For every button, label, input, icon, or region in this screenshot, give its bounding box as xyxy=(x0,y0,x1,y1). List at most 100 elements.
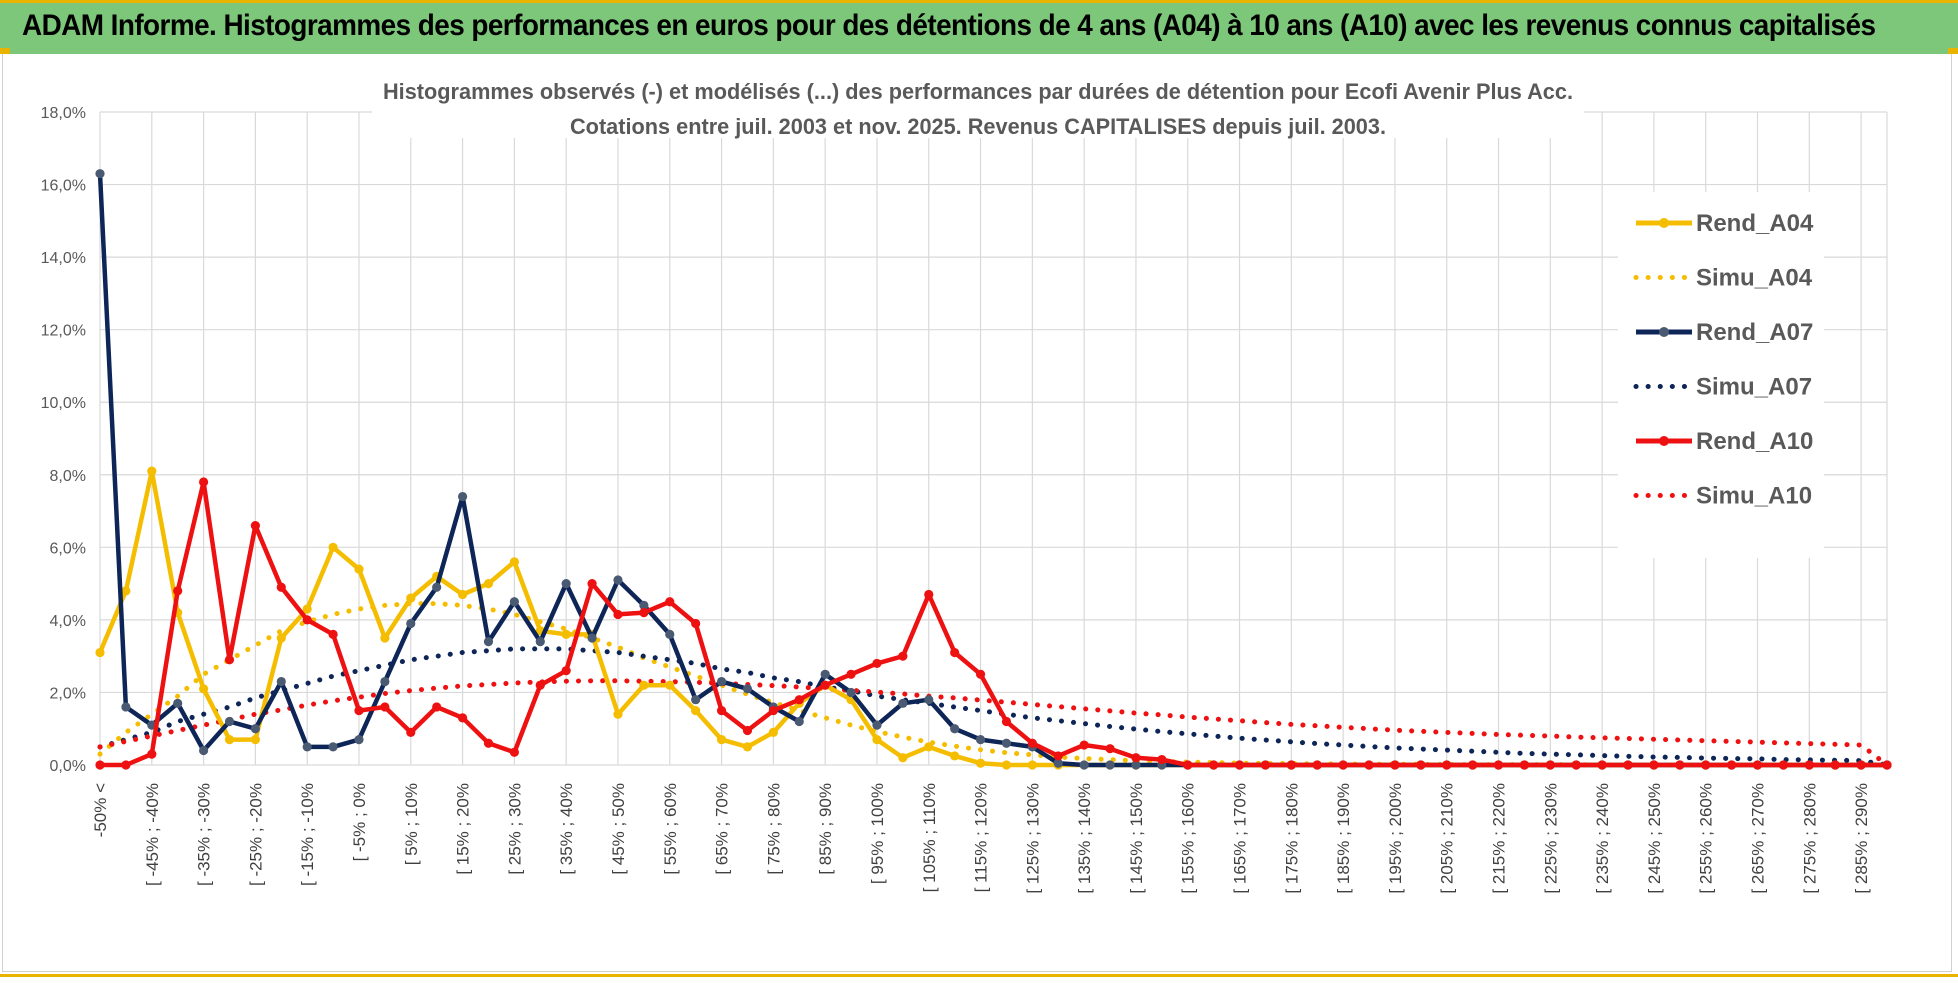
data-point-rend-a07 xyxy=(328,742,338,752)
x-tick-label: [ 85% ; 90% xyxy=(816,783,835,875)
data-point-rend-a07 xyxy=(509,597,519,607)
data-point-rend-a04 xyxy=(1001,760,1012,770)
data-point-rend-a10 xyxy=(1105,744,1115,754)
data-point-rend-a10 xyxy=(872,658,882,669)
data-point-rend-a10 xyxy=(1157,754,1167,765)
x-tick-label: [ 155% ; 160% xyxy=(1179,783,1198,894)
legend-label-simu-a10: Simu_A10 xyxy=(1696,483,1812,510)
data-point-rend-a07 xyxy=(406,618,416,629)
data-point-rend-a10 xyxy=(898,651,908,661)
data-point-rend-a07 xyxy=(354,735,364,745)
x-tick-label: [ 265% ; 270% xyxy=(1749,783,1768,894)
data-point-rend-a07 xyxy=(432,582,442,592)
data-point-rend-a04 xyxy=(950,751,960,761)
data-point-rend-a04 xyxy=(483,579,494,589)
x-tick-label: [ 65% ; 70% xyxy=(713,783,732,875)
report-banner: ADAM Informe. Histogrammes des performan… xyxy=(0,0,1958,54)
data-point-rend-a10 xyxy=(613,609,623,620)
data-point-rend-a04 xyxy=(716,735,727,745)
data-point-rend-a10 xyxy=(95,760,105,770)
data-point-rend-a10 xyxy=(1442,760,1452,770)
data-point-rend-a07 xyxy=(302,742,312,752)
data-point-rend-a10 xyxy=(1571,760,1581,770)
data-point-rend-a10 xyxy=(1390,760,1400,770)
data-point-rend-a07 xyxy=(587,633,597,643)
x-tick-label: [ 185% ; 190% xyxy=(1334,783,1353,894)
data-point-rend-a04 xyxy=(95,647,105,658)
series-line-simu-a10 xyxy=(97,678,1890,768)
legend-marker-rend-a10 xyxy=(1659,436,1669,446)
data-point-rend-a07 xyxy=(950,724,960,734)
data-point-rend-a04 xyxy=(276,633,286,643)
data-point-rend-a07 xyxy=(457,491,468,502)
data-point-rend-a10 xyxy=(1234,760,1245,770)
corner-accent-left xyxy=(0,48,10,54)
x-tick-label: [ -15% ; -10% xyxy=(298,783,317,886)
data-point-rend-a04 xyxy=(198,684,209,694)
data-point-rend-a10 xyxy=(1778,760,1789,770)
data-point-rend-a10 xyxy=(950,647,960,658)
data-point-rend-a07 xyxy=(820,669,830,679)
data-point-rend-a07 xyxy=(173,698,183,708)
series-line-simu-a04 xyxy=(97,601,1890,768)
data-point-rend-a10 xyxy=(1364,760,1374,770)
x-tick-label: [ 275% ; 280% xyxy=(1800,783,1819,894)
data-point-rend-a10 xyxy=(1260,760,1271,770)
x-tick-label: [ 25% ; 30% xyxy=(505,783,524,875)
data-point-rend-a10 xyxy=(1649,760,1659,770)
data-point-rend-a04 xyxy=(302,604,312,614)
y-tick-label: 18,0% xyxy=(41,105,86,122)
x-tick-label: [ 285% ; 290% xyxy=(1852,783,1871,894)
data-point-rend-a10 xyxy=(691,618,701,629)
data-point-rend-a04 xyxy=(613,709,623,719)
x-tick-label: [ 175% ; 180% xyxy=(1282,783,1301,894)
y-tick-label: 10,0% xyxy=(41,395,86,412)
data-point-rend-a10 xyxy=(1597,760,1607,770)
data-point-rend-a07 xyxy=(691,695,701,705)
data-point-rend-a07 xyxy=(742,684,753,694)
data-point-rend-a10 xyxy=(147,749,157,759)
x-tick-label: [ -25% ; -20% xyxy=(246,783,265,886)
x-tick-label: [ 105% ; 110% xyxy=(920,783,939,892)
x-tick-label: [ 255% ; 260% xyxy=(1697,783,1716,894)
series-line-rend-a10 xyxy=(100,479,1887,768)
data-point-rend-a04 xyxy=(509,557,519,567)
data-point-rend-a10 xyxy=(665,597,675,607)
x-tick-label: [ 225% ; 230% xyxy=(1541,783,1560,894)
data-point-rend-a10 xyxy=(1001,716,1012,727)
data-point-rend-a07 xyxy=(561,579,571,589)
x-tick-label: [ 145% ; 150% xyxy=(1127,783,1146,894)
data-point-rend-a04 xyxy=(328,542,338,552)
data-point-rend-a10 xyxy=(561,666,571,676)
legend-label-rend-a10: Rend_A10 xyxy=(1696,428,1813,455)
data-point-rend-a07 xyxy=(483,637,494,647)
data-point-rend-a10 xyxy=(1338,760,1348,770)
y-tick-label: 2,0% xyxy=(50,685,86,702)
data-point-rend-a04 xyxy=(121,586,131,596)
data-point-rend-a10 xyxy=(742,725,753,736)
y-tick-label: 4,0% xyxy=(50,613,86,630)
data-point-rend-a10 xyxy=(380,702,390,712)
data-point-rend-a10 xyxy=(846,669,856,679)
legend-label-simu-a04: Simu_A04 xyxy=(1696,265,1813,292)
data-point-rend-a10 xyxy=(716,705,727,716)
data-point-rend-a07 xyxy=(1105,760,1115,770)
chart-title-box xyxy=(372,76,1584,138)
x-tick-label: [ -35% ; -30% xyxy=(195,783,214,886)
bottom-accent-line xyxy=(0,974,1958,977)
data-point-rend-a07 xyxy=(872,720,882,730)
x-tick-label: [ 55% ; 60% xyxy=(661,783,680,875)
x-tick-label: [ 195% ; 200% xyxy=(1386,783,1405,894)
data-point-rend-a10 xyxy=(587,579,597,589)
y-tick-label: 6,0% xyxy=(50,540,86,557)
data-point-rend-a07 xyxy=(1001,738,1012,748)
data-point-rend-a10 xyxy=(535,680,545,690)
data-point-rend-a10 xyxy=(1493,760,1504,770)
x-tick-label: [ 245% ; 250% xyxy=(1645,783,1664,894)
data-point-rend-a07 xyxy=(535,637,545,647)
legend-marker-rend-a04 xyxy=(1659,218,1669,228)
x-tick-label: [ -5% ; 0% xyxy=(350,783,369,861)
y-tick-label: 0,0% xyxy=(50,758,86,775)
x-tick-label: [ 5% ; 10% xyxy=(402,783,421,865)
y-tick-label: 14,0% xyxy=(41,250,86,267)
